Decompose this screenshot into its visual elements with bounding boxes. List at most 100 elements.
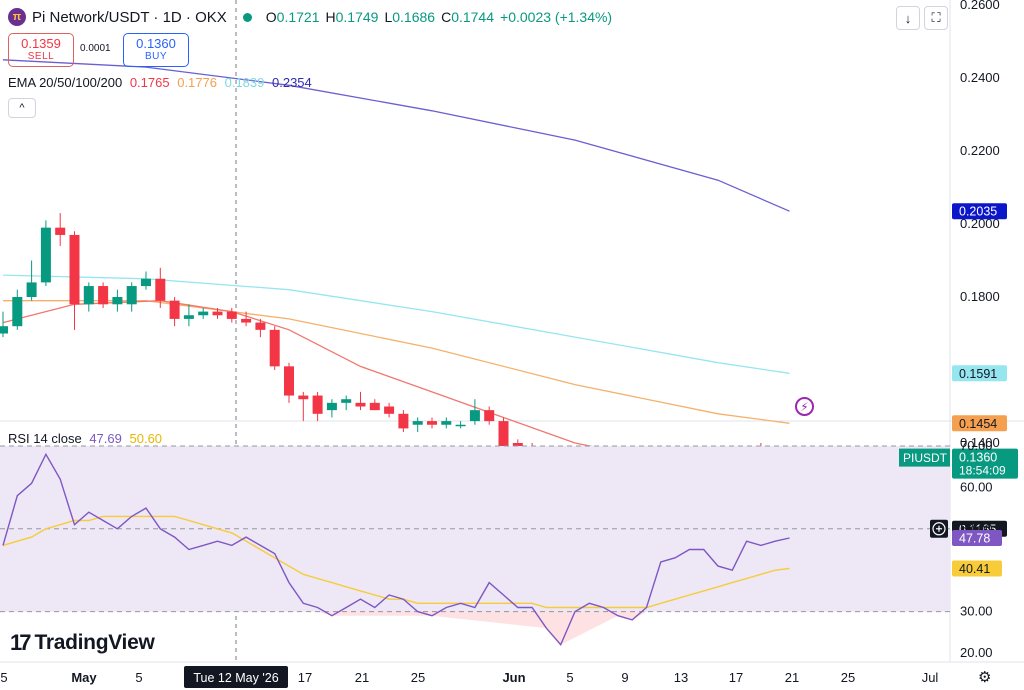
symbol-badge-bg: [899, 448, 950, 467]
lightning-alert-icon[interactable]: ⚡: [795, 397, 814, 416]
buy-button[interactable]: 0.1360 BUY: [123, 33, 189, 67]
time-tick-label: 25: [841, 670, 855, 685]
candle-body: [212, 311, 223, 316]
candle-body: [198, 311, 209, 316]
price-badge: 0.1454: [952, 415, 1007, 432]
time-tick-label: 17: [729, 670, 743, 685]
candle: [126, 282, 137, 312]
time-tick-label: Jul: [922, 670, 939, 685]
ema50-value: 0.1776: [177, 75, 217, 90]
crosshair-date-text: Tue 12 May '26: [193, 671, 278, 685]
price-badge-text: 0.1591: [959, 367, 997, 381]
candle-body: [326, 402, 337, 411]
rsi-value-badge: 40.41: [952, 560, 1002, 577]
candle-body: [241, 318, 252, 323]
ema100-value: 0.1839: [224, 75, 265, 90]
candle: [284, 362, 294, 403]
time-tick-label: 5: [0, 670, 7, 685]
rsi-badge-bg: [952, 529, 1002, 546]
candle: [155, 267, 166, 308]
candle: [212, 307, 223, 319]
tradingview-mark-icon: 17: [10, 630, 32, 655]
open-label: O: [265, 9, 277, 25]
candle: [69, 231, 80, 330]
price-tick-label: 0.2600: [960, 0, 1000, 12]
candle: [183, 304, 194, 327]
rsi-tick-label: 30.00: [960, 604, 993, 619]
candle-body: [398, 413, 409, 429]
rsi-legend[interactable]: RSI 14 close 47.69 50.60: [8, 431, 162, 446]
candle: [441, 417, 452, 429]
candle-body: [455, 424, 466, 427]
symbol-title[interactable]: Pi Network/USDT · 1D · OKX: [32, 8, 227, 26]
candle-body: [155, 278, 166, 301]
settings-gear-icon[interactable]: ⚙: [978, 669, 992, 686]
spread-value: 0.0001: [80, 43, 111, 54]
rsi-tick-label: 70.00: [960, 438, 993, 453]
countdown-text: 18:54:09: [959, 464, 1006, 478]
rsi-tick-label: 20.00: [960, 645, 993, 660]
candle: [312, 391, 323, 422]
time-tick-label: May: [71, 670, 97, 685]
price-tick-label: 0.2400: [960, 70, 1000, 85]
rsi-oversold-fill: [317, 611, 647, 645]
candle-body: [112, 297, 123, 305]
rsi-badge-text: 40.41: [959, 562, 990, 576]
candle: [0, 311, 8, 338]
price-tick-label: 0.1800: [960, 289, 1000, 304]
price-badge-text: 0.1454: [959, 417, 997, 431]
rsi-line: [2, 452, 790, 647]
rsi-value-badge: 47.78: [952, 529, 1002, 546]
ema-legend[interactable]: EMA 20/50/100/200 0.1765 0.1776 0.1839 0…: [8, 75, 312, 90]
price-badge: 0.2035: [952, 203, 1007, 220]
price-axis[interactable]: 0.2600 0.2400 0.2200 0.2000 0.1800 0.1400 0.20…: [899, 0, 1018, 660]
candle: [369, 399, 380, 411]
last-price-bg: [952, 448, 1018, 479]
candle-body: [141, 278, 151, 287]
candle: [241, 311, 252, 327]
rsi-legend-label: RSI 14 close: [8, 431, 82, 446]
sell-button[interactable]: 0.1359 SELL: [8, 33, 74, 67]
collapse-legend-icon[interactable]: ^: [8, 98, 36, 118]
candle-body: [512, 443, 523, 447]
fullscreen-icon[interactable]: ⛶: [924, 6, 948, 30]
rsi-layer: [0, 445, 950, 647]
crosshair-date-badge: Tue 12 May '26: [184, 666, 288, 688]
candle-body: [169, 300, 180, 319]
candle: [469, 399, 480, 425]
pi-network-logo-icon: π: [8, 8, 26, 26]
candle: [98, 282, 109, 308]
rsi-band-background: [0, 446, 950, 612]
rsi-value: 47.69: [89, 431, 122, 446]
candle-body: [269, 329, 280, 367]
candle: [398, 410, 409, 433]
ema20-value: 0.1765: [129, 75, 170, 90]
candle-body: [312, 395, 323, 414]
candle: [455, 421, 466, 429]
candle: [12, 289, 23, 330]
rsi-ma-line: [2, 515, 790, 609]
tradingview-logo: 17 TradingView: [10, 630, 155, 656]
candle-body: [298, 395, 309, 400]
candle-body: [427, 421, 437, 425]
candle-body: [355, 402, 366, 407]
market-open-dot-icon: [242, 12, 252, 22]
low-value: 0.1686: [392, 9, 436, 25]
candle: [226, 307, 237, 323]
open-value: 0.1721: [276, 9, 320, 25]
candle-body: [384, 406, 395, 414]
time-tick-label: 9: [621, 670, 628, 685]
candle: [269, 326, 280, 370]
close-label: C: [441, 9, 452, 25]
candle-body: [498, 421, 509, 447]
download-arrow-icon[interactable]: ↓: [896, 6, 920, 30]
candle-body: [98, 286, 109, 305]
time-axis[interactable]: 5 May 5 17 21 25 Jun 5 9 13 17 21 25 Jul Tue 12 May '2…: [0, 661, 1024, 688]
candle: [141, 271, 151, 290]
high-label: H: [325, 9, 336, 25]
price-badge-text: 0.2035: [959, 205, 997, 219]
price-tick-label: 0.1400: [960, 435, 1000, 450]
candle-body: [40, 227, 51, 283]
candle-body: [484, 410, 495, 422]
